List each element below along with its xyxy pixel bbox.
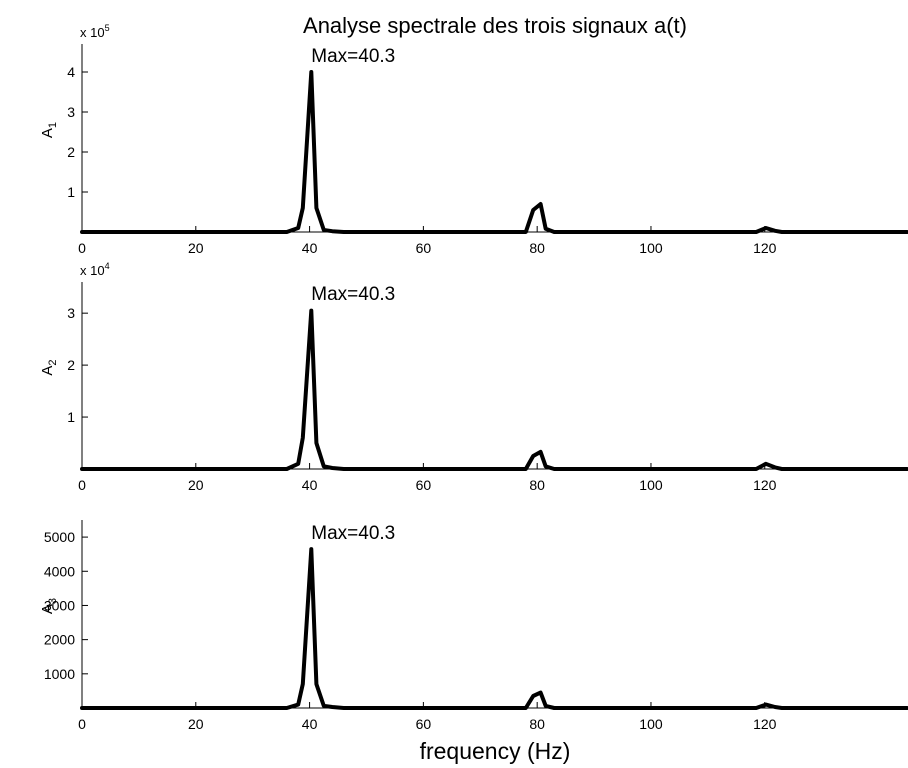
peak-annotation: Max=40.3 [311,523,395,544]
x-tick-label: 0 [78,240,86,256]
x-tick-label: 80 [529,477,545,493]
x-tick-label: 100 [639,240,663,256]
x-tick-label: 100 [639,716,663,732]
x-tick-label: 80 [529,716,545,732]
x-tick-label: 120 [753,477,777,493]
y-tick-label: 1 [67,184,75,200]
y-tick-label: 1 [67,409,75,425]
series-line [80,70,908,234]
x-tick-label: 20 [188,716,204,732]
x-tick-label: 40 [302,477,318,493]
series-line [80,308,908,471]
x-tick-label: 20 [188,477,204,493]
x-tick-label: 20 [188,240,204,256]
y-tick-label: 4000 [44,563,75,579]
x-tick-label: 0 [78,477,86,493]
x-tick-label: 60 [416,477,432,493]
y-tick-label: 1000 [44,666,75,682]
panel-2: 0 20 40 60 80 100 120 1 2 3 x 104 A2 Max=40.3 [39,261,908,493]
peak-annotation: Max=40.3 [311,46,395,67]
y-axis-label: A2 [39,359,59,375]
x-tick-label: 120 [753,716,777,732]
x-tick-label: 80 [529,240,545,256]
panel-3: 0 20 40 60 80 100 12010002000300040005000A3Max… [39,520,908,732]
x-tick-label: 40 [302,716,318,732]
x-tick-label: 120 [753,240,777,256]
y-tick-label: 2 [67,144,75,160]
y-tick-label: 4 [67,64,75,80]
series-line [80,547,908,710]
y-tick-label: 5000 [44,529,75,545]
y-tick-label: 2000 [44,632,75,648]
x-tick-label: 60 [416,716,432,732]
x-tick-label: 40 [302,240,318,256]
x-axis-label: frequency (Hz) [420,738,571,764]
axis-multiplier: x 104 [80,261,110,278]
x-tick-label: 0 [78,716,86,732]
chart-title: Analyse spectrale des trois signaux a(t) [303,13,687,38]
x-tick-label: 100 [639,477,663,493]
axis-multiplier: x 105 [80,23,110,40]
panel-1: 0 20 40 60 80 100 120 1 2 3 4 x 105 A1 Max=40.3 [39,23,908,256]
y-tick-label: 3000 [44,597,75,613]
x-tick-label: 60 [416,240,432,256]
y-tick-label: 3 [67,104,75,120]
peak-annotation: Max=40.3 [311,284,395,305]
y-tick-label: 3 [67,305,75,321]
y-tick-label: 2 [67,357,75,373]
y-axis-label: A1 [39,122,59,138]
